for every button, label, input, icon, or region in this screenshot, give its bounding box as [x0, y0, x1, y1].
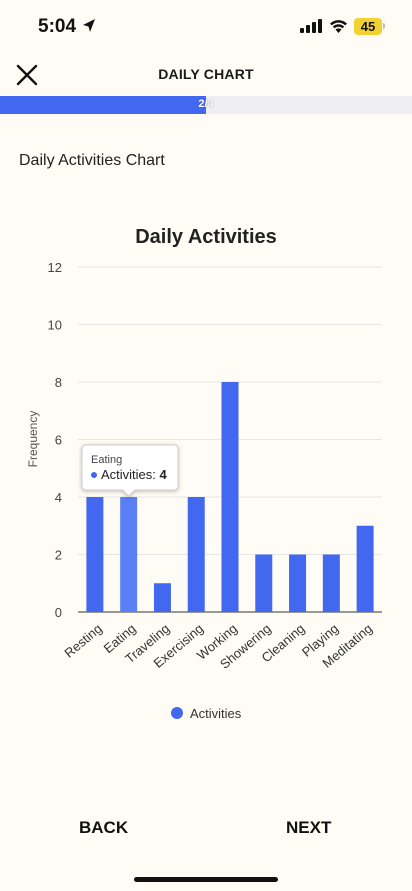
tooltip-value: Activities: 4	[101, 467, 168, 482]
wifi-icon	[330, 20, 347, 33]
tooltip-swatch	[91, 472, 97, 478]
y-tick-label: 8	[55, 375, 62, 390]
x-axis-ticks: RestingEatingTravelingExercisingWorkingS…	[61, 621, 375, 672]
y-axis-ticks: 0 2 4 6 8 10 12	[48, 260, 62, 620]
bar-eating[interactable]	[120, 497, 138, 612]
header: DAILY CHART	[0, 54, 412, 94]
progress-fill	[0, 96, 206, 114]
y-tick-label: 12	[48, 260, 62, 275]
y-tick-label: 0	[55, 605, 62, 620]
y-axis-label: Frequency	[26, 411, 40, 468]
bar-resting[interactable]	[86, 497, 104, 612]
battery-level: 45	[354, 18, 382, 35]
progress-label: 2/4	[198, 98, 214, 110]
next-button[interactable]: NEXT	[286, 818, 332, 837]
bar-playing[interactable]	[322, 554, 340, 613]
bar-working[interactable]	[221, 382, 239, 612]
status-bar: 5:04 45	[0, 0, 412, 54]
bar-exercising[interactable]	[187, 497, 205, 612]
home-indicator	[134, 877, 278, 882]
chart-bars	[86, 382, 374, 613]
location-arrow-icon	[83, 19, 95, 32]
tooltip-category: Eating	[91, 454, 122, 466]
y-tick-label: 2	[55, 548, 62, 563]
bar-showering[interactable]	[255, 554, 273, 613]
section-heading: Daily Activities Chart	[19, 152, 165, 169]
chart-title: Daily Activities	[135, 226, 277, 248]
bar-meditating[interactable]	[356, 525, 374, 612]
y-tick-label: 4	[55, 490, 62, 505]
y-tick-label: 10	[48, 318, 62, 333]
back-button[interactable]: BACK	[79, 818, 129, 837]
tooltip-value-prefix: Activities:	[101, 467, 160, 482]
bar-traveling[interactable]	[153, 583, 171, 612]
battery-tip	[383, 23, 385, 29]
chart-legend[interactable]: Activities	[171, 706, 242, 721]
close-icon[interactable]	[14, 62, 40, 88]
y-tick-label: 6	[55, 433, 62, 448]
bar-cleaning[interactable]	[289, 554, 307, 613]
x-tick-label: Resting	[61, 621, 104, 661]
progress-bar: 2/4	[0, 96, 412, 114]
status-time: 5:04	[38, 16, 77, 37]
tooltip-box	[81, 444, 179, 497]
legend-label[interactable]: Activities	[190, 706, 242, 721]
cellular-signal-icon	[300, 19, 322, 33]
legend-swatch	[171, 707, 183, 719]
page-title: DAILY CHART	[158, 66, 254, 82]
tooltip-value-number: 4	[160, 467, 168, 482]
bar-chart: Daily Activities 0 2 4 6 8 10 12 Frequency Res…	[26, 226, 382, 721]
chart-tooltip: Eating Activities: 4	[81, 444, 179, 497]
